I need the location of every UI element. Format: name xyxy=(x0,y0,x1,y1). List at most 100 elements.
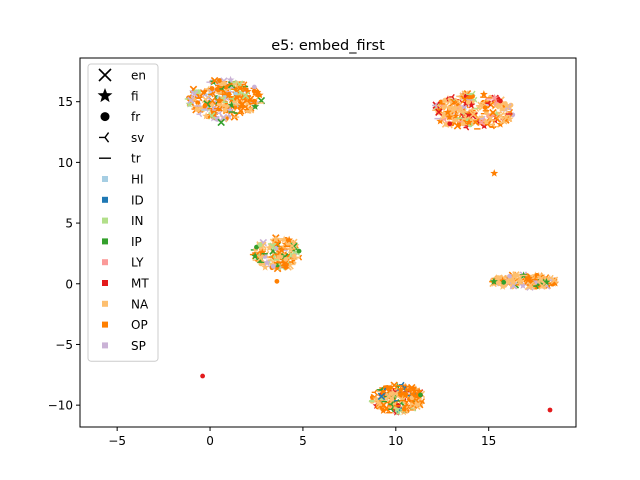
data-point xyxy=(409,391,416,398)
data-point xyxy=(453,122,462,130)
data-point xyxy=(526,281,535,289)
data-point xyxy=(518,281,527,289)
data-point xyxy=(447,121,453,127)
data-point xyxy=(226,75,235,84)
data-point xyxy=(499,116,508,125)
data-point xyxy=(232,98,239,105)
data-point xyxy=(263,258,271,267)
data-point xyxy=(544,281,553,290)
data-point xyxy=(509,278,518,286)
legend-marker-en xyxy=(98,68,112,82)
data-point xyxy=(492,99,501,107)
data-point xyxy=(465,118,474,126)
data-point xyxy=(456,118,465,126)
data-point xyxy=(536,275,545,284)
data-point xyxy=(502,101,508,106)
legend-label-SP: SP xyxy=(131,339,146,353)
data-point xyxy=(443,108,452,116)
data-point xyxy=(280,235,289,243)
data-point xyxy=(409,398,416,405)
data-point xyxy=(377,392,386,401)
data-point xyxy=(258,248,267,256)
data-point xyxy=(498,282,507,290)
cluster-2 xyxy=(432,89,516,131)
x-tick-label: 5 xyxy=(299,434,307,448)
y-tick-label: −10 xyxy=(48,399,73,413)
legend-swatch-IP xyxy=(102,238,108,245)
data-point xyxy=(508,102,514,108)
legend-swatch-MT xyxy=(102,280,108,286)
data-point xyxy=(432,102,438,109)
data-point xyxy=(397,393,403,399)
data-point xyxy=(369,395,375,400)
cluster-3 xyxy=(249,234,303,273)
data-point xyxy=(270,249,279,258)
data-point xyxy=(220,101,229,110)
data-point xyxy=(442,98,448,103)
data-point xyxy=(401,406,407,412)
data-point xyxy=(194,107,200,112)
data-point xyxy=(403,392,409,398)
legend-swatch-IN xyxy=(102,217,108,224)
data-point xyxy=(226,105,235,114)
data-point xyxy=(441,116,448,123)
x-tick-label: −5 xyxy=(108,434,126,448)
data-point xyxy=(494,276,502,284)
data-point xyxy=(501,279,507,285)
data-point xyxy=(211,98,220,106)
data-point xyxy=(498,104,507,113)
data-point xyxy=(490,169,499,177)
data-point xyxy=(454,99,463,108)
data-point xyxy=(221,81,227,86)
data-point xyxy=(505,114,514,123)
data-point xyxy=(276,252,285,260)
data-point xyxy=(446,105,454,113)
data-point xyxy=(229,95,236,102)
data-point xyxy=(202,111,211,120)
data-point xyxy=(510,271,519,279)
data-point xyxy=(449,96,458,104)
data-point xyxy=(542,277,551,286)
legend-swatch-LY xyxy=(102,259,108,266)
data-point xyxy=(236,84,244,93)
y-tick-label: 5 xyxy=(65,217,73,231)
data-point xyxy=(187,96,195,104)
legend-swatch-NA xyxy=(102,300,108,307)
y-tick-label: 0 xyxy=(65,277,73,291)
data-point xyxy=(490,93,499,102)
data-point xyxy=(464,110,473,118)
data-point xyxy=(196,89,201,95)
data-point xyxy=(280,258,289,267)
data-point xyxy=(291,253,297,259)
data-point xyxy=(270,263,276,269)
data-point xyxy=(512,271,520,279)
data-point xyxy=(219,113,228,122)
data-point xyxy=(547,407,553,413)
y-tick-label: 15 xyxy=(58,95,73,109)
data-point xyxy=(482,117,490,126)
x-tick-label: 0 xyxy=(206,434,214,448)
data-point xyxy=(217,78,222,83)
data-point xyxy=(286,245,295,254)
data-point xyxy=(219,93,227,102)
data-point xyxy=(497,111,505,120)
data-point xyxy=(485,100,491,107)
data-point xyxy=(265,243,274,252)
data-point xyxy=(201,95,210,104)
data-point xyxy=(273,254,282,263)
data-point xyxy=(533,283,539,290)
data-point xyxy=(285,235,294,244)
x-tick-label: 15 xyxy=(481,434,496,448)
data-point xyxy=(449,93,455,100)
data-point xyxy=(215,101,224,110)
data-point xyxy=(550,276,559,285)
data-point xyxy=(283,256,289,262)
cluster-4 xyxy=(489,271,560,291)
data-point xyxy=(468,97,477,106)
data-point xyxy=(507,108,514,115)
data-point xyxy=(451,103,460,112)
legend-swatch-SP xyxy=(102,342,108,349)
data-point xyxy=(496,103,502,108)
legend: en fi fr sv tr HI ID IN IP LY MT NA OP SP xyxy=(87,63,159,362)
y-tick-label: −5 xyxy=(55,338,73,352)
